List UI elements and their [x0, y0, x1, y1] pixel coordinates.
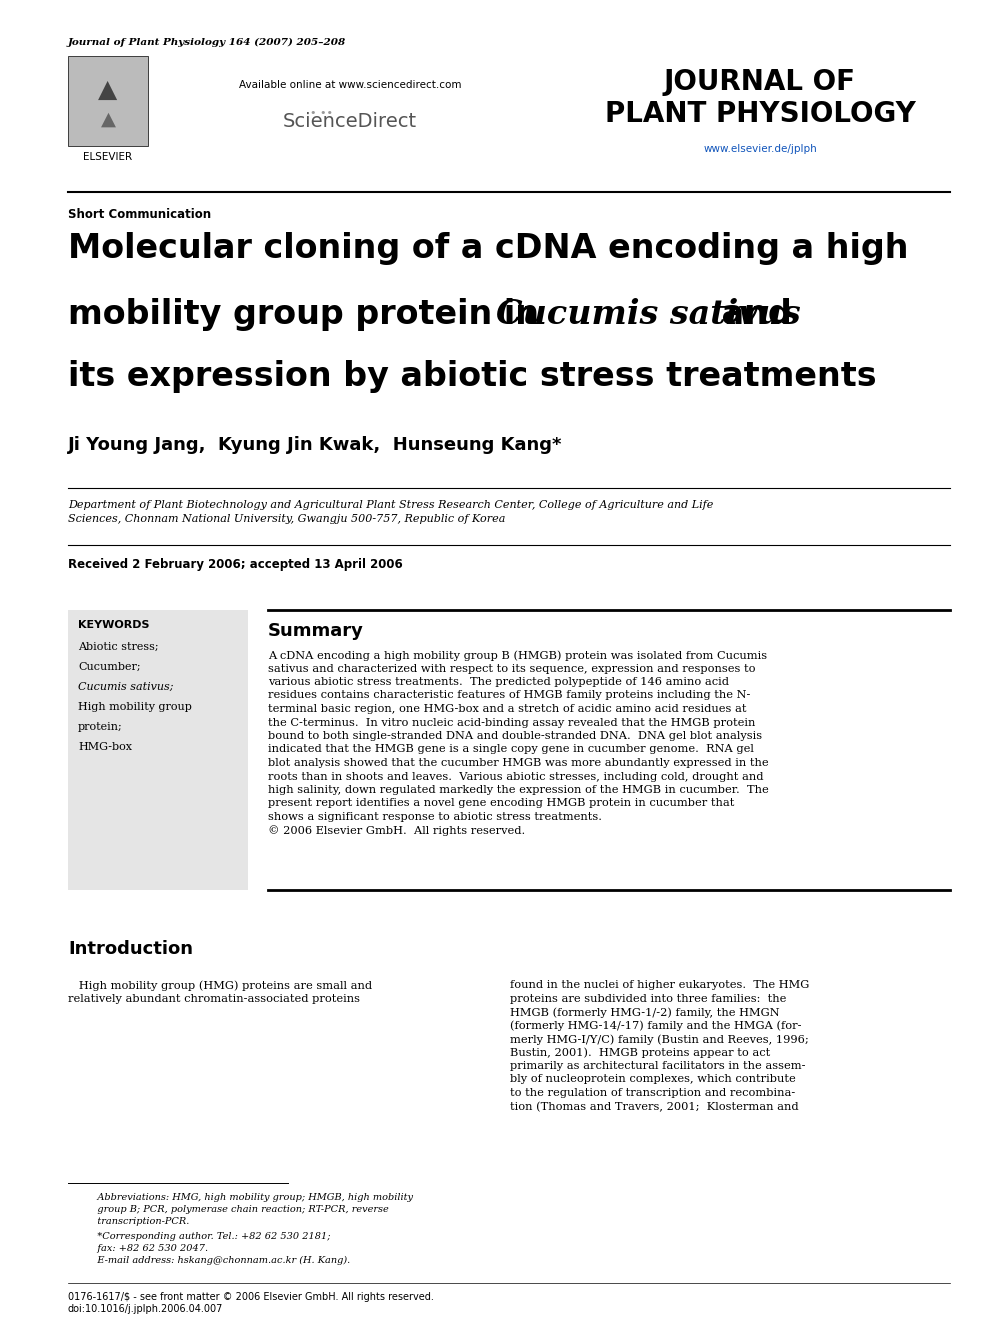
- Text: sativus and characterized with respect to its sequence, expression and responses: sativus and characterized with respect t…: [268, 664, 756, 673]
- Text: blot analysis showed that the cucumber HMGB was more abundantly expressed in the: blot analysis showed that the cucumber H…: [268, 758, 769, 767]
- Text: E-mail address: hskang@chonnam.ac.kr (H. Kang).: E-mail address: hskang@chonnam.ac.kr (H.…: [88, 1256, 350, 1265]
- Text: Ji Young Jang,  Kyung Jin Kwak,  Hunseung Kang*: Ji Young Jang, Kyung Jin Kwak, Hunseung …: [68, 437, 562, 454]
- Text: KEYWORDS: KEYWORDS: [78, 620, 150, 630]
- Text: ELSEVIER: ELSEVIER: [83, 152, 133, 161]
- Text: Department of Plant Biotechnology and Agricultural Plant Stress Research Center,: Department of Plant Biotechnology and Ag…: [68, 500, 713, 509]
- Text: residues contains characteristic features of HMGB family proteins including the : residues contains characteristic feature…: [268, 691, 750, 700]
- Text: High mobility group (HMG) proteins are small and: High mobility group (HMG) proteins are s…: [68, 980, 372, 991]
- Text: and: and: [710, 298, 792, 331]
- Text: ▲: ▲: [100, 110, 115, 130]
- Text: Molecular cloning of a cDNA encoding a high: Molecular cloning of a cDNA encoding a h…: [68, 232, 909, 265]
- Text: Journal of Plant Physiology 164 (2007) 205–208: Journal of Plant Physiology 164 (2007) 2…: [68, 38, 346, 48]
- Text: *Corresponding author. Tel.: +82 62 530 2181;: *Corresponding author. Tel.: +82 62 530 …: [88, 1232, 330, 1241]
- Text: protein;: protein;: [78, 722, 123, 732]
- Text: present report identifies a novel gene encoding HMGB protein in cucumber that: present report identifies a novel gene e…: [268, 799, 734, 808]
- Text: HMG-box: HMG-box: [78, 742, 132, 751]
- Text: mobility group protein in: mobility group protein in: [68, 298, 551, 331]
- Text: © 2006 Elsevier GmbH.  All rights reserved.: © 2006 Elsevier GmbH. All rights reserve…: [268, 826, 525, 836]
- Text: tion (Thomas and Travers, 2001;  Klosterman and: tion (Thomas and Travers, 2001; Klosterm…: [510, 1102, 799, 1111]
- Text: various abiotic stress treatments.  The predicted polypeptide of 146 amino acid: various abiotic stress treatments. The p…: [268, 677, 729, 687]
- Text: Available online at www.sciencedirect.com: Available online at www.sciencedirect.co…: [239, 79, 461, 90]
- Text: primarily as architectural facilitators in the assem-: primarily as architectural facilitators …: [510, 1061, 806, 1072]
- Text: High mobility group: High mobility group: [78, 703, 191, 712]
- Text: Received 2 February 2006; accepted 13 April 2006: Received 2 February 2006; accepted 13 Ap…: [68, 558, 403, 572]
- Text: Abiotic stress;: Abiotic stress;: [78, 642, 159, 652]
- Text: ScienceDirect: ScienceDirect: [283, 112, 417, 131]
- Text: Abbreviations: HMG, high mobility group; HMGB, high mobility: Abbreviations: HMG, high mobility group;…: [88, 1193, 413, 1203]
- Text: Bustin, 2001).  HMGB proteins appear to act: Bustin, 2001). HMGB proteins appear to a…: [510, 1048, 770, 1058]
- Text: Introduction: Introduction: [68, 941, 193, 958]
- Text: www.elsevier.de/jplph: www.elsevier.de/jplph: [703, 144, 816, 153]
- Text: indicated that the HMGB gene is a single copy gene in cucumber genome.  RNA gel: indicated that the HMGB gene is a single…: [268, 745, 754, 754]
- Bar: [68, 610, 248, 890]
- Text: Sciences, Chonnam National University, Gwangju 500-757, Republic of Korea: Sciences, Chonnam National University, G…: [68, 515, 505, 524]
- Text: relatively abundant chromatin-associated proteins: relatively abundant chromatin-associated…: [68, 994, 360, 1004]
- Text: doi:10.1016/j.jplph.2006.04.007: doi:10.1016/j.jplph.2006.04.007: [68, 1304, 223, 1314]
- Text: Cucumis sativus: Cucumis sativus: [496, 298, 801, 331]
- Text: fax: +82 62 530 2047.: fax: +82 62 530 2047.: [88, 1244, 208, 1253]
- Text: (formerly HMG-14/-17) family and the HMGA (for-: (formerly HMG-14/-17) family and the HMG…: [510, 1020, 802, 1031]
- Text: HMGB (formerly HMG-1/-2) family, the HMGN: HMGB (formerly HMG-1/-2) family, the HMG…: [510, 1007, 780, 1017]
- Text: A cDNA encoding a high mobility group B (HMGB) protein was isolated from Cucumis: A cDNA encoding a high mobility group B …: [268, 650, 767, 660]
- Text: 0176-1617/$ - see front matter © 2006 Elsevier GmbH. All rights reserved.: 0176-1617/$ - see front matter © 2006 El…: [68, 1293, 434, 1302]
- Text: Cucumis sativus;: Cucumis sativus;: [78, 681, 174, 692]
- Text: Short Communication: Short Communication: [68, 208, 211, 221]
- Text: ▲: ▲: [98, 78, 118, 102]
- Text: high salinity, down regulated markedly the expression of the HMGB in cucumber.  : high salinity, down regulated markedly t…: [268, 785, 769, 795]
- Text: bly of nucleoprotein complexes, which contribute: bly of nucleoprotein complexes, which co…: [510, 1074, 796, 1085]
- Text: proteins are subdivided into three families:  the: proteins are subdivided into three famil…: [510, 994, 787, 1004]
- Text: terminal basic region, one HMG-box and a stretch of acidic amino acid residues a: terminal basic region, one HMG-box and a…: [268, 704, 747, 714]
- Text: bound to both single-stranded DNA and double-stranded DNA.  DNA gel blot analysi: bound to both single-stranded DNA and do…: [268, 732, 762, 741]
- Bar: [68, 56, 148, 146]
- Text: shows a significant response to abiotic stress treatments.: shows a significant response to abiotic …: [268, 812, 602, 822]
- Text: transcription-PCR.: transcription-PCR.: [88, 1217, 189, 1226]
- Text: roots than in shoots and leaves.  Various abiotic stresses, including cold, drou: roots than in shoots and leaves. Various…: [268, 771, 764, 782]
- Text: Cucumber;: Cucumber;: [78, 662, 141, 672]
- Text: • ••: • ••: [310, 108, 333, 118]
- Text: JOURNAL OF: JOURNAL OF: [664, 67, 856, 97]
- Text: PLANT PHYSIOLOGY: PLANT PHYSIOLOGY: [604, 101, 916, 128]
- Text: to the regulation of transcription and recombina-: to the regulation of transcription and r…: [510, 1088, 796, 1098]
- Text: merly HMG-I/Y/C) family (Bustin and Reeves, 1996;: merly HMG-I/Y/C) family (Bustin and Reev…: [510, 1035, 808, 1045]
- Text: Summary: Summary: [268, 622, 364, 640]
- Text: group B; PCR, polymerase chain reaction; RT-PCR, reverse: group B; PCR, polymerase chain reaction;…: [88, 1205, 389, 1215]
- Text: its expression by abiotic stress treatments: its expression by abiotic stress treatme…: [68, 360, 877, 393]
- Text: found in the nuclei of higher eukaryotes.  The HMG: found in the nuclei of higher eukaryotes…: [510, 980, 809, 990]
- Text: the C-terminus.  In vitro nucleic acid-binding assay revealed that the HMGB prot: the C-terminus. In vitro nucleic acid-bi…: [268, 717, 755, 728]
